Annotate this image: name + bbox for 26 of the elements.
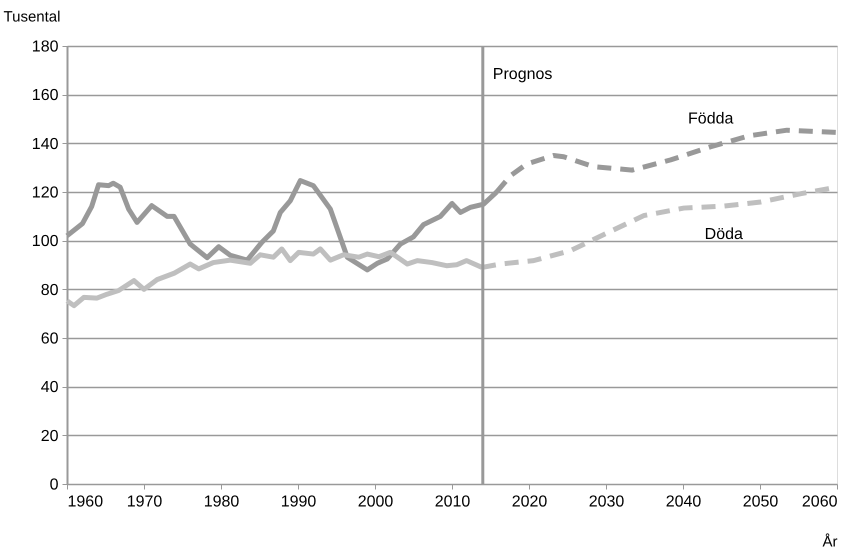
series-label: Döda	[704, 226, 744, 244]
x-tick-label: 2050	[742, 494, 778, 510]
x-tick-label: 1980	[204, 494, 240, 510]
ref-line-label: Prognos	[492, 66, 552, 83]
x-tick-label: 1990	[280, 494, 316, 510]
y-tick-label: 40	[40, 379, 59, 396]
y-tick-label: 180	[32, 38, 59, 56]
y-tick-label: 80	[40, 282, 59, 299]
x-tick-label: 2030	[588, 494, 624, 510]
y-tick-label: 120	[32, 184, 59, 202]
x-tick-label: 2040	[666, 494, 702, 510]
y-tick-label: 20	[40, 428, 59, 445]
y-tick-label: 0	[50, 476, 59, 494]
y-tick-label: 60	[40, 330, 59, 348]
x-axis-title: År	[822, 532, 838, 550]
x-tick-label: 2010	[434, 494, 470, 510]
x-tick-label: 2060	[802, 494, 838, 510]
y-tick-label: 160	[32, 87, 59, 104]
x-tick-label: 2020	[512, 494, 548, 510]
x-tick-label: 1960	[68, 494, 104, 510]
x-tick-label: 1970	[126, 494, 162, 510]
y-tick-label: 140	[32, 136, 59, 153]
y-axis-title: Tusental	[4, 8, 60, 26]
y-tick-label: 100	[32, 233, 59, 250]
series-label: Födda	[688, 110, 734, 128]
x-tick-label: 2000	[358, 494, 394, 510]
